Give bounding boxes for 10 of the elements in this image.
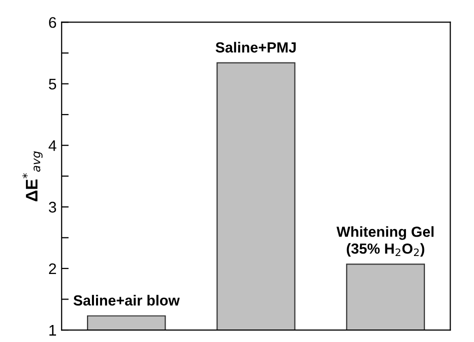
- y-tick-label: 5: [48, 78, 56, 90]
- x-tick-label: Saline+air blow: [74, 294, 180, 306]
- x-tick-label: Whitening Gel (35% H$_{2}$O$_{2}$): [336, 226, 434, 257]
- x-tick-label: Saline+PMJ: [216, 42, 296, 53]
- y-axis-title: ΔE$^{*}$$_{avg}$: [22, 151, 43, 202]
- y-tick-label: 2: [49, 263, 56, 274]
- y-tick-label: 6: [49, 17, 56, 28]
- y-tick-label: 1: [49, 325, 56, 336]
- y-tick-label: 4: [48, 140, 56, 151]
- y-tick-label: 3: [48, 202, 56, 213]
